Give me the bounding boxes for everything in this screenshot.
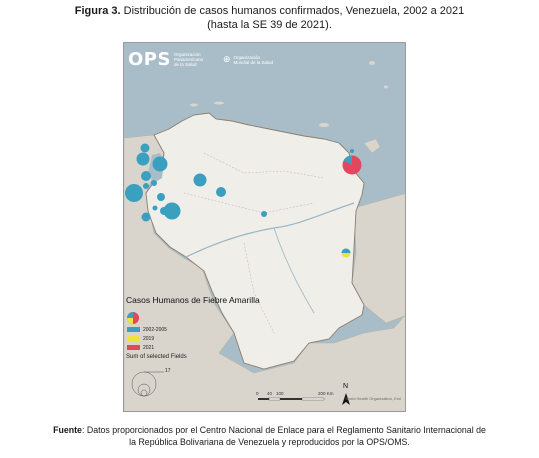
state-borders [203,152,325,179]
case-circle[interactable] [140,143,150,153]
case-circle[interactable] [125,184,143,202]
map-credit: World Health Organization, Esri [345,396,401,401]
source-text-line2: la República Bolivariana de Venezuela y … [129,437,410,447]
paho-org-text: Organización Panamericana de la Salud [173,52,203,67]
case-circle[interactable] [261,211,267,217]
legend-sum-title: Sum of selected Fields [126,354,187,360]
map-legend: Casos Humanos de Fiebre Amarilla [126,295,276,305]
island-lesser-antilles [384,85,388,89]
source-text: : Datos proporcionados por el Centro Nac… [81,425,486,435]
map-frame[interactable]: OPS Organización Panamericana de la Salu… [123,42,406,412]
legend-swatch-2019 [127,336,140,341]
scale-bar [258,397,325,401]
case-markers [125,143,362,258]
state-borders [243,242,275,334]
case-circle[interactable] [163,202,181,220]
case-circle[interactable] [152,156,168,172]
legend-pie-symbol [127,312,139,324]
case-circle[interactable] [216,187,226,197]
north-arrow-icon [342,393,350,405]
legend-swatch-2002-2005 [127,327,140,332]
legend-title: Casos Humanos de Fiebre Amarilla [126,295,260,305]
pie-marker-east[interactable] [342,155,362,175]
caption-label: Figura 3. [74,5,121,17]
guyana-land [351,193,405,324]
case-circle[interactable] [151,180,157,186]
case-circle[interactable] [143,183,149,189]
caption-title: Distribución de casos humanos confirmado… [123,5,465,17]
source-label: Fuente [53,425,82,435]
legend-label-2002-2005: 2002-2005 [143,327,167,333]
island-margarita [319,123,329,127]
case-circle[interactable] [141,212,151,222]
case-circle[interactable] [136,152,150,166]
legend-label-2019: 2019 [143,336,155,342]
map-canvas [124,43,405,411]
scale-tick-200: 200 Km [318,391,334,396]
trinidad-island [363,138,381,154]
case-circle[interactable] [141,171,151,181]
who-emblem-icon: ⊕ [222,54,231,64]
scale-tick-40: 40 [267,391,273,396]
north-label: N [343,383,349,390]
case-circle[interactable] [350,149,354,153]
ops-wordmark: OPS [128,49,171,70]
legend-label-2021: 2021 [143,345,155,351]
ops-logo: OPS Organización Panamericana de la Salu… [128,49,280,70]
caption-subtitle: (hasta la SE 39 de 2021). [207,19,332,31]
legend-swatch-2021 [127,345,140,350]
figure-caption: Figura 3. Distribución de casos humanos … [0,4,539,32]
case-circle[interactable] [193,173,207,187]
island-curacao [214,101,224,105]
pie-marker-south[interactable] [341,248,351,258]
island-lesser-antilles [369,61,375,65]
scale-tick-0: 0 [256,391,259,396]
case-circle[interactable] [157,193,165,201]
scale-tick-100: 100 [276,391,284,396]
case-circle[interactable] [152,205,158,211]
source-note: Fuente: Datos proporcionados por el Cent… [0,424,539,448]
who-org-text: Organización Mundial de la Salud [233,54,274,65]
island-aruba [190,103,198,107]
legend-size-value: 17 [165,368,171,374]
legend-size-circles [131,371,164,397]
caroni-river [273,227,315,314]
